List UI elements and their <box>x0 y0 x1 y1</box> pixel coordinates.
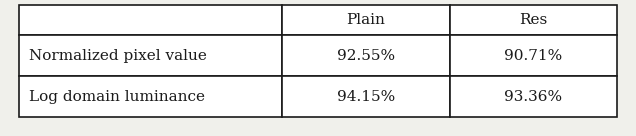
Text: Log domain luminance: Log domain luminance <box>29 90 205 103</box>
Bar <box>450 35 617 76</box>
Bar <box>19 35 282 76</box>
Bar <box>282 35 450 76</box>
Bar <box>19 76 282 117</box>
Text: Res: Res <box>519 13 548 27</box>
Bar <box>450 5 617 35</box>
Bar <box>450 76 617 117</box>
Text: Plain: Plain <box>347 13 385 27</box>
Bar <box>282 5 450 35</box>
Text: 94.15%: 94.15% <box>336 90 395 103</box>
Text: 92.55%: 92.55% <box>337 49 395 63</box>
Bar <box>19 5 282 35</box>
Text: 93.36%: 93.36% <box>504 90 562 103</box>
Text: 90.71%: 90.71% <box>504 49 562 63</box>
Text: Normalized pixel value: Normalized pixel value <box>29 49 207 63</box>
Bar <box>282 76 450 117</box>
